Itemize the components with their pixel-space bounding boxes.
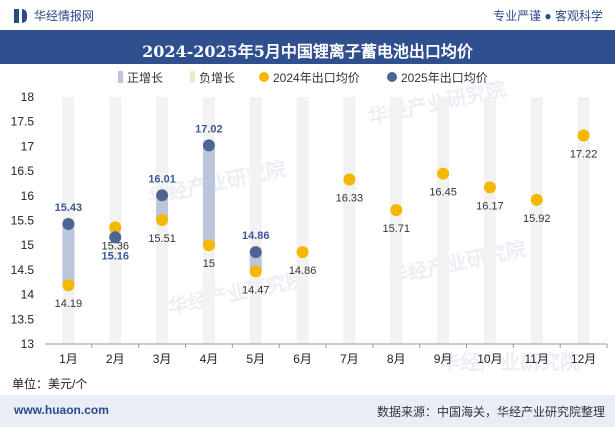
brand-name: 华经情报网 [34,9,95,23]
point-2024 [577,129,590,142]
point-2024 [249,265,262,278]
category-band [249,97,262,344]
point-2024 [296,246,309,259]
data-label-2024: 14.86 [289,265,317,277]
source-note: 数据来源：中国海关，华经产业研究院整理 [376,405,605,419]
point-2024 [109,221,122,234]
data-label-2024: 16.33 [336,192,364,204]
category-band [343,97,356,344]
legend-marker-2025 [387,72,397,82]
data-label-2024: 14.19 [55,298,83,310]
x-tick-label: 1月 [59,352,78,366]
data-label-2025: 16.01 [148,173,176,185]
y-tick-label: 15.5 [11,214,35,228]
point-2024 [437,167,450,180]
y-tick-label: 15 [21,238,35,252]
data-label-2024: 15.71 [382,223,410,235]
data-label-2024: 15.92 [523,213,551,225]
point-2025 [109,231,122,244]
x-tick-label: 8月 [387,352,406,366]
watermark-text: 华经产业研究院 [440,350,580,374]
category-band [530,97,543,344]
top-bar: 华经情报网 专业严谨 ● 客观科学 [0,0,615,30]
point-2024 [202,239,215,252]
watermark-text: 华经产业研究院 [386,236,528,289]
legend-swatch-positive [118,71,123,83]
data-label-2024: 17.22 [570,149,598,161]
legend-swatch-negative [190,71,195,83]
x-tick-label: 7月 [340,352,359,366]
data-label-2025: 17.02 [195,123,223,135]
legend-label: 2025年出口均价 [401,71,488,85]
unit-label: 单位：美元/个 [12,377,88,391]
positive-growth-bar [62,223,75,286]
site-link[interactable]: www.huaon.com [14,403,109,417]
y-tick-label: 13 [21,337,35,351]
point-2025 [156,189,169,202]
y-tick-label: 16.5 [11,164,35,178]
footer: www.huaon.com 数据来源：中国海关，华经产业研究院整理 [0,395,615,427]
chart: 华经产业研究院华经产业研究院华经产业研究院华经产业研究院华经产业研究院1313.… [11,71,608,374]
category-band [483,97,496,344]
x-tick-label: 4月 [200,352,219,366]
point-2024 [483,181,496,194]
y-tick-label: 16 [21,189,35,203]
y-tick-label: 14.5 [11,263,35,277]
point-2024 [343,173,356,186]
point-2025 [62,217,75,230]
data-label-2024: 15.36 [101,240,129,252]
chart-title: 2024-2025年5月中国锂离子蓄电池出口均价 [142,42,473,61]
point-2024 [62,279,75,292]
tagline: 专业严谨 ● 客观科学 [493,9,603,23]
x-tick-label: 12月 [571,352,596,366]
data-label-2024: 15 [203,258,215,270]
category-band [296,97,309,344]
y-tick-label: 18 [21,90,35,104]
x-tick-label: 6月 [293,352,312,366]
point-2025 [249,246,262,259]
brand[interactable]: 华经情报网 [14,7,94,24]
legend-label: 正增长 [127,71,163,85]
x-tick-label: 5月 [246,352,265,366]
y-tick-label: 13.5 [11,312,35,326]
title-bar: 2024-2025年5月中国锂离子蓄电池出口均价 [0,30,615,64]
data-label-2025: 15.43 [55,202,83,214]
y-tick-label: 14 [21,288,35,302]
category-band [577,97,590,344]
x-tick-label: 2月 [106,352,125,366]
data-label-2024: 16.17 [476,200,504,212]
brand-logo-icon [14,8,28,23]
point-2025 [202,139,215,152]
data-label-2025: 14.86 [242,230,270,242]
y-tick-label: 17 [21,139,35,153]
category-band [109,97,122,344]
category-band [437,97,450,344]
point-2024 [530,193,543,206]
x-tick-label: 3月 [153,352,172,366]
category-band [390,97,403,344]
legend-label: 负增长 [199,71,235,85]
point-2024 [156,214,169,227]
watermark-text: 华经产业研究院 [166,266,308,319]
legend-label: 2024年出口均价 [273,71,360,85]
data-label-2025: 15.16 [101,250,129,262]
x-tick-label: 11月 [525,352,549,366]
data-label-2024: 16.45 [429,187,457,199]
y-tick-label: 17.5 [11,115,35,129]
x-tick-label: 9月 [434,352,453,366]
point-2024 [390,204,403,217]
positive-growth-bar [202,145,215,246]
positive-growth-bar [156,195,169,221]
data-label-2024: 14.47 [242,284,270,296]
data-label-2024: 15.51 [148,233,176,245]
x-tick-label: 10月 [477,352,502,366]
legend-marker-2024 [259,72,269,82]
